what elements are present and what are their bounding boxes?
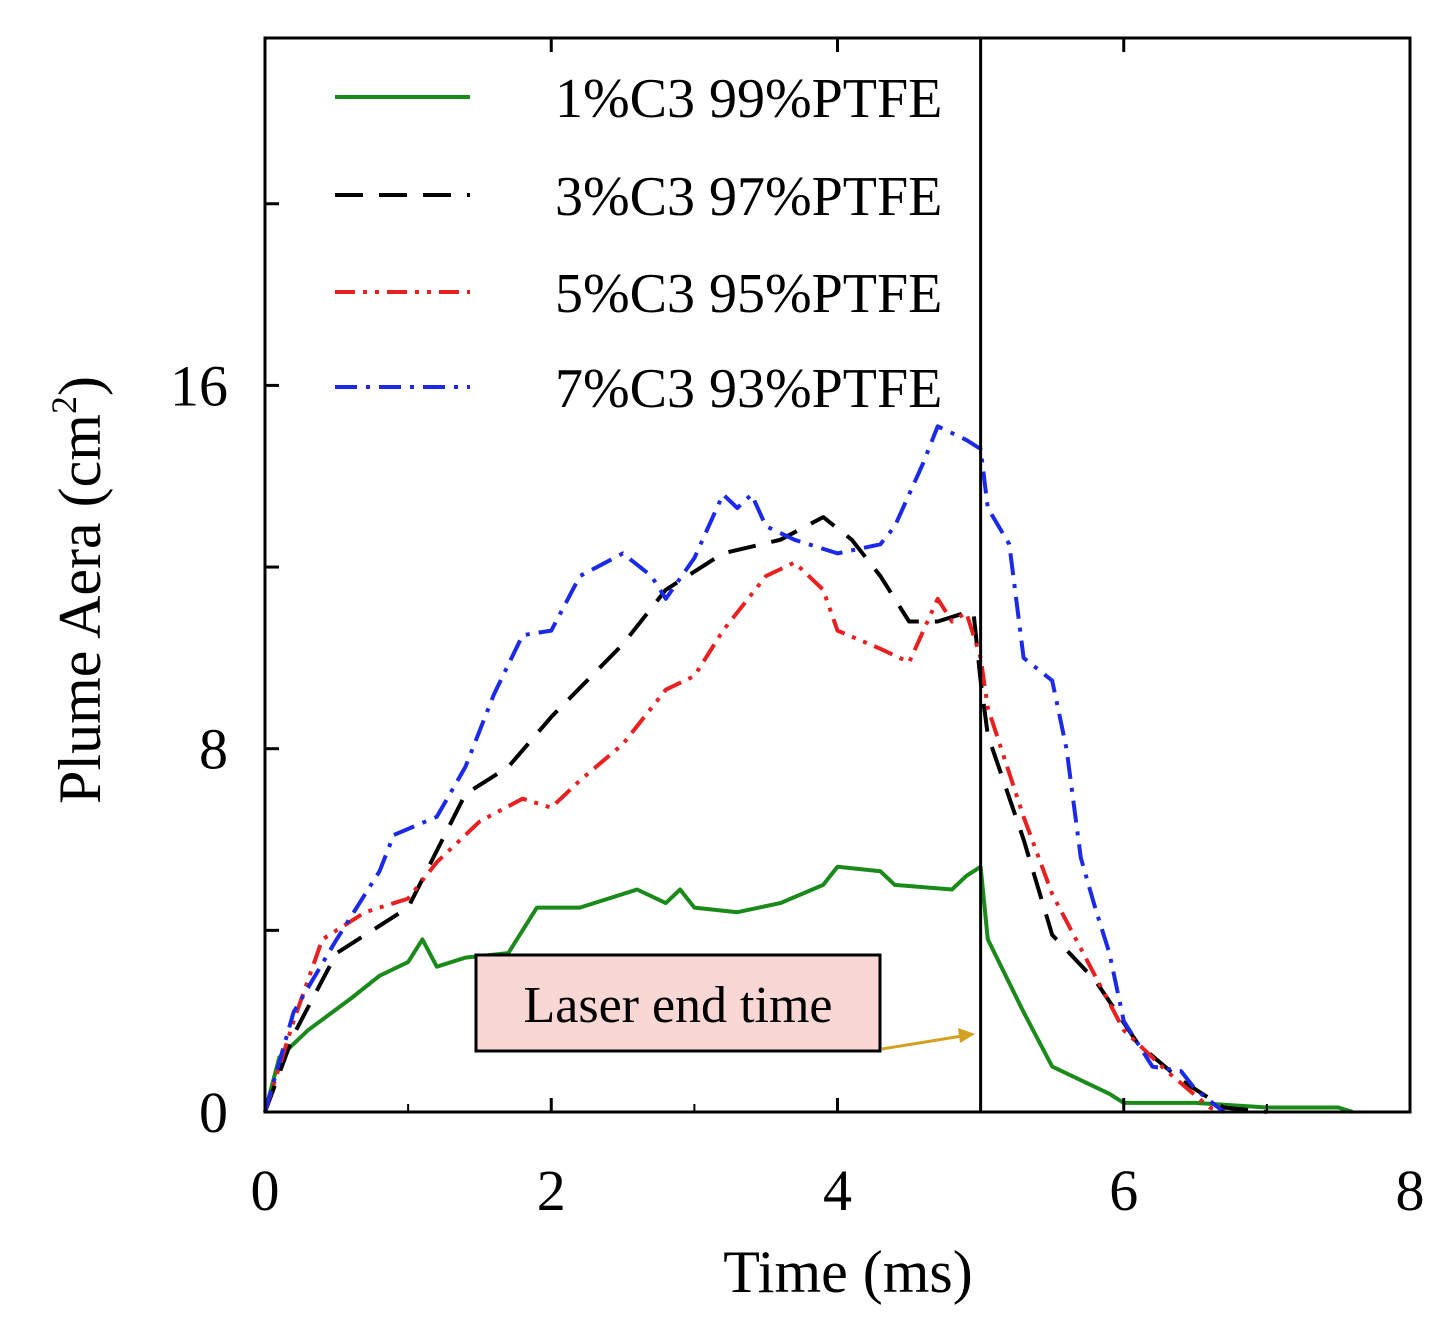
series-line-4 <box>263 424 1226 1114</box>
x-tick-label: 2 <box>537 1158 566 1223</box>
y-axis-title-close: ) <box>47 376 113 396</box>
series-line-1 <box>263 864 1354 1114</box>
legend: 1%C3 99%PTFE 3%C3 97%PTFE 5%C3 95%PTFE 7%C3… <box>335 68 942 420</box>
annotation-label: Laser end time <box>524 977 833 1034</box>
x-tick-label: 4 <box>823 1158 852 1223</box>
legend-label-1: 1%C3 99%PTFE <box>555 68 942 130</box>
x-tick-label: 6 <box>1109 1158 1138 1223</box>
laser-end-annotation: Laser end time <box>474 953 975 1053</box>
series-layer <box>263 424 1354 1114</box>
series-line-3 <box>263 560 1225 1114</box>
x-tick-label: 0 <box>251 1158 280 1223</box>
y-tick-label: 0 <box>199 1080 228 1145</box>
y-tick-label: 16 <box>170 353 228 418</box>
series-line-2 <box>263 515 1268 1114</box>
x-tick-label: 8 <box>1396 1158 1425 1223</box>
y-axis-title: Plume Aera (cm2) <box>44 376 113 804</box>
legend-label-2: 3%C3 97%PTFE <box>555 166 942 228</box>
annotation-box <box>474 953 882 1053</box>
legend-label-4: 7%C3 93%PTFE <box>555 358 942 420</box>
y-axis-title-main: Plume Aera (cm <box>47 414 113 804</box>
x-axis-title: Time (ms) <box>723 1239 973 1305</box>
annotation-arrowhead <box>958 1028 975 1043</box>
legend-label-3: 5%C3 95%PTFE <box>555 263 942 325</box>
axis-ticks: 0 2 4 6 8 0 8 16 <box>170 38 1425 1223</box>
y-tick-label: 8 <box>199 717 228 782</box>
annotation-arrow <box>881 1034 963 1051</box>
y-axis-title-sup: 2 <box>44 396 84 414</box>
